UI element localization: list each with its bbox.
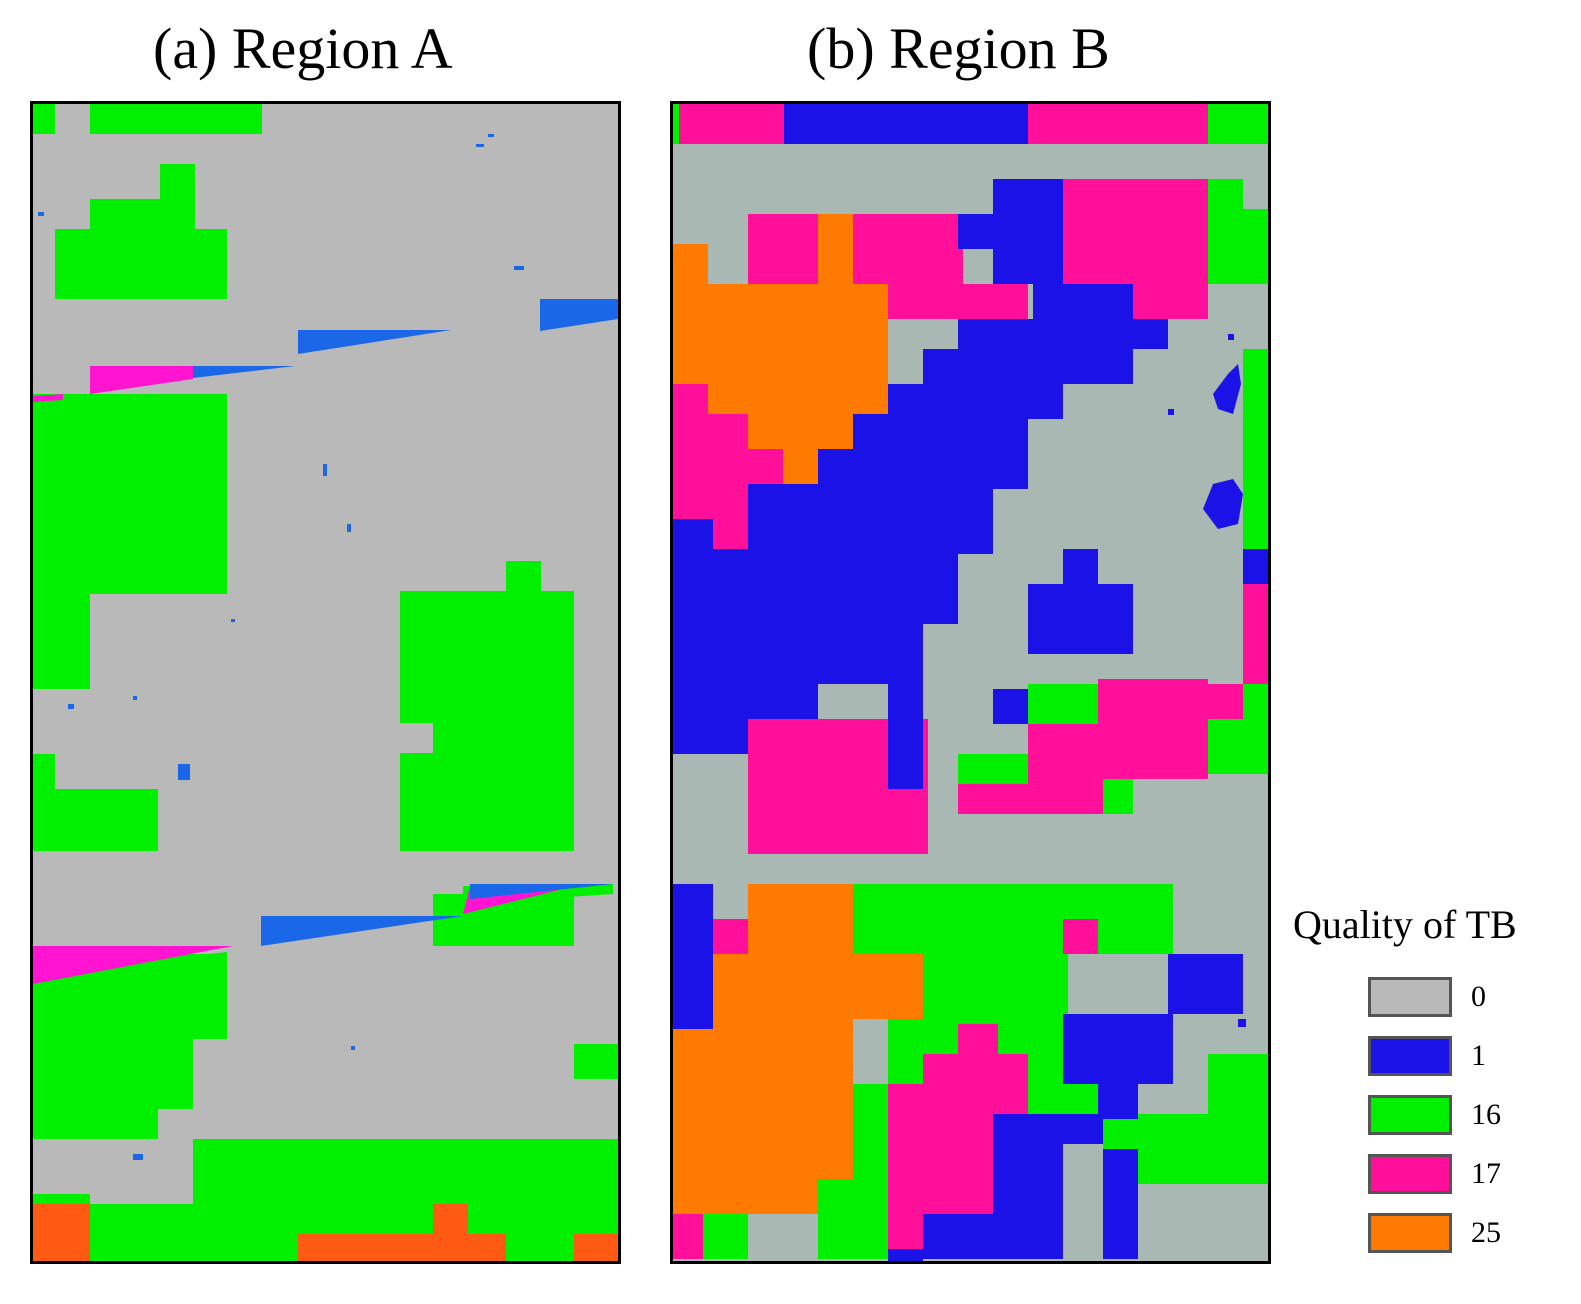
legend-label: 1 (1471, 1039, 1486, 1072)
map-region-b-raster (673, 104, 1268, 1261)
map-region-a-raster (33, 104, 618, 1261)
quality-16-patches (33, 104, 618, 1261)
quality-25-patches (33, 1204, 618, 1261)
map-region-b (670, 101, 1271, 1264)
legend-label: 17 (1471, 1157, 1501, 1190)
quality-25-patches (673, 214, 923, 1214)
legend-swatch (1368, 1036, 1452, 1076)
map-region-a (30, 101, 621, 1264)
legend-label: 0 (1471, 980, 1486, 1013)
legend-title: Quality of TB (1293, 902, 1517, 947)
quality-0-patches (673, 144, 1268, 884)
title-region-b: (b) Region B (807, 16, 1110, 81)
legend: Quality of TB 0 1 16 17 25 (1293, 905, 1573, 1265)
quality-17-patches (33, 366, 583, 984)
legend-swatch (1368, 1095, 1452, 1135)
title-region-a: (a) Region A (153, 16, 453, 81)
quality-1-patches (38, 134, 618, 1160)
legend-label: 25 (1471, 1216, 1501, 1249)
legend-swatch (1368, 1154, 1452, 1194)
legend-label: 16 (1471, 1098, 1501, 1131)
quality-1-patches (673, 104, 1268, 1261)
legend-swatch (1368, 1213, 1452, 1253)
legend-swatch (1368, 977, 1452, 1017)
